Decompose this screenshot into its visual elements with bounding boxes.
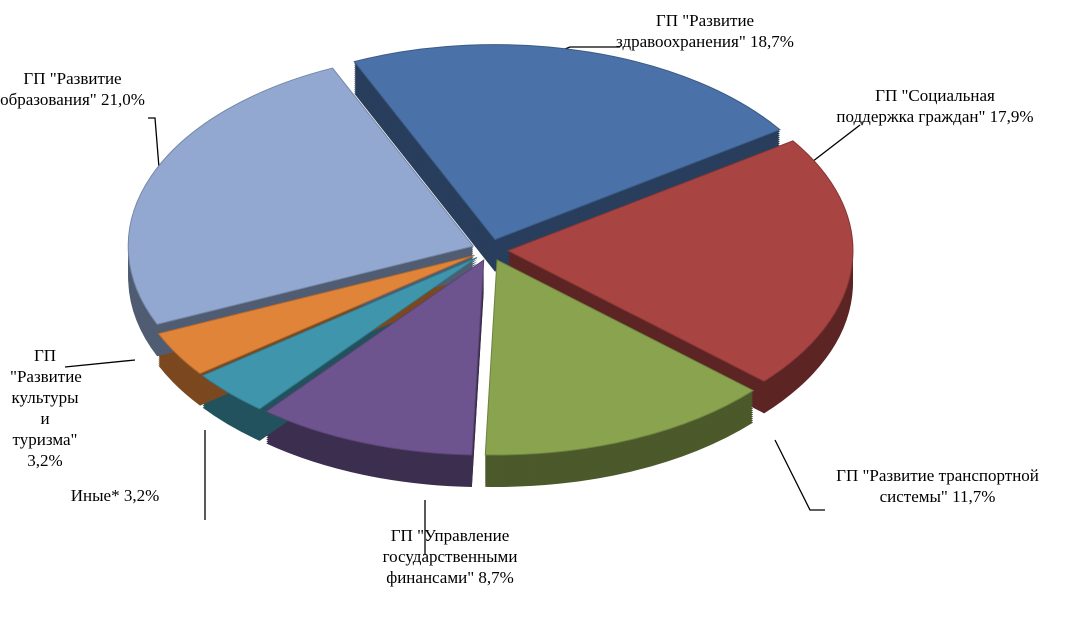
data-label: ГП "Развитие образования" 21,0% (0, 68, 145, 110)
data-label: ГП "Развитие культуры и туризма" 3,2% (10, 345, 82, 471)
leader-line (148, 117, 161, 181)
slice (157, 254, 475, 375)
slice (201, 257, 478, 410)
slice (127, 67, 475, 325)
category-label: ГП "Социальная поддержка граждан" (836, 86, 995, 126)
leader-line (64, 359, 136, 368)
category-label: ГП "Развитие здравоохранения" (616, 11, 755, 51)
value-label: 8,7% (478, 568, 514, 587)
category-label: Иные* (70, 486, 120, 505)
category-label: ГП "Развитие культуры и туризма" (10, 346, 82, 449)
slice (265, 259, 485, 456)
value-label: 11,7% (952, 487, 996, 506)
slice (484, 259, 755, 456)
slice (506, 140, 854, 382)
leader-line (774, 439, 825, 511)
value-label: 17,9% (989, 107, 1034, 126)
data-label: ГП "Управление государственными финансам… (360, 525, 540, 588)
value-label: 3,2% (27, 451, 63, 470)
data-label: ГП "Развитие здравоохранения" 18,7% (590, 10, 820, 52)
category-label: ГП "Развитие транспортной системы" (836, 466, 1039, 506)
data-label: ГП "Развитие транспортной системы" 11,7% (820, 465, 1055, 507)
category-label: ГП "Развитие образования" (0, 69, 122, 109)
leader-line (807, 124, 861, 166)
value-label: 18,7% (750, 32, 794, 51)
value-label: 3,2% (123, 486, 160, 505)
data-label: ГП "Социальная поддержка граждан" 17,9% (835, 85, 1035, 127)
slice (353, 44, 781, 241)
data-label: Иные* 3,2% (0, 485, 230, 506)
category-label: ГП "Управление государственными финансам… (382, 526, 518, 587)
value-label: 21,0% (100, 90, 145, 109)
